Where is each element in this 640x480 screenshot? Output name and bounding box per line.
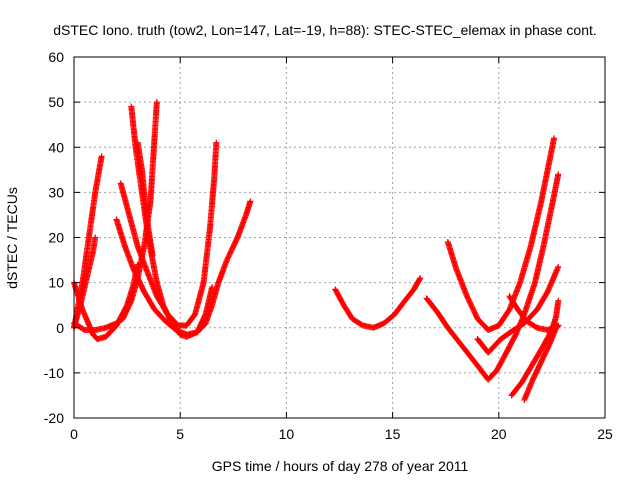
data-point-marker: [416, 276, 423, 283]
y-tick-label: -20: [44, 410, 64, 426]
data-point-marker: [551, 135, 558, 142]
y-tick-label: -10: [44, 365, 64, 381]
data-point-marker: [213, 139, 220, 146]
series-arc-8: [134, 139, 156, 259]
y-axis-label: dSTEC / TECUs: [4, 187, 20, 289]
x-tick-label: 10: [279, 426, 295, 442]
y-tick-label: 0: [56, 320, 64, 336]
data-point-marker: [92, 234, 99, 241]
x-tick-label: 5: [176, 426, 184, 442]
data-point-marker: [153, 99, 160, 106]
data-point-marker: [555, 322, 562, 329]
x-axis-label: GPS time / hours of day 278 of year 2011: [212, 458, 469, 474]
data-point-marker: [149, 252, 156, 259]
grid-lines: [74, 57, 605, 418]
series-arc-7: [117, 139, 220, 329]
series-arc-9: [332, 275, 424, 331]
data-point-marker: [209, 284, 216, 291]
x-tick-label: 15: [385, 426, 401, 442]
axis-ticks: [73, 56, 606, 419]
data-point-marker: [555, 263, 562, 270]
data-point-marker: [247, 198, 254, 205]
x-tick-label: 0: [70, 426, 78, 442]
series-arc-3: [71, 153, 105, 331]
x-tick-labels: 0 5 10 15 20 25: [70, 426, 613, 442]
series-arc-14: [508, 297, 562, 399]
data-point-marker: [555, 297, 562, 304]
series-arc-5: [128, 103, 216, 340]
y-tick-label: 40: [48, 139, 64, 155]
series-arc-15: [521, 322, 562, 403]
series-arc-6: [113, 198, 254, 338]
y-tick-labels: -20 -10 0 10 20 30 40 50 60: [44, 49, 64, 426]
data-point-marker: [555, 171, 562, 178]
data-point-marker: [98, 153, 105, 160]
y-tick-label: 10: [48, 275, 64, 291]
data-point-marker: [417, 275, 424, 282]
x-tick-label: 25: [597, 426, 613, 442]
data-markers: [71, 99, 562, 403]
series-arc-4: [71, 99, 160, 334]
x-tick-label: 20: [491, 426, 507, 442]
series-arc-12: [474, 263, 562, 356]
y-tick-label: 50: [48, 94, 64, 110]
data-point-marker: [554, 323, 561, 330]
chart-title: dSTEC Iono. truth (tow2, Lon=147, Lat=-1…: [53, 22, 597, 38]
y-tick-label: 60: [48, 49, 64, 65]
y-tick-label: 30: [48, 184, 64, 200]
y-tick-label: 20: [48, 230, 64, 246]
